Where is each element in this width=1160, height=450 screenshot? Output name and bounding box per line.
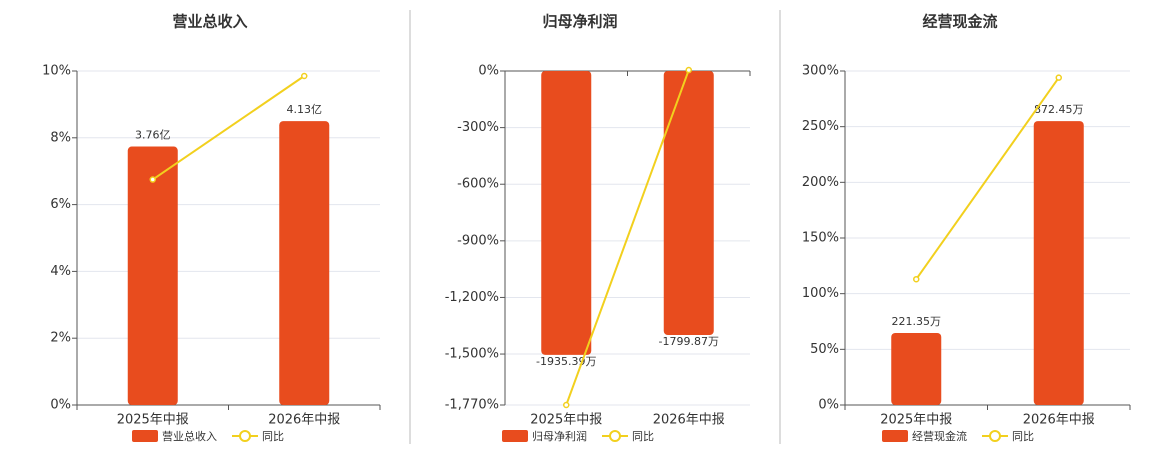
legend-swatch [132, 430, 158, 442]
chart-title: 营业总收入 [172, 13, 247, 31]
line [565, 69, 690, 406]
y-tick-label: 50% [810, 342, 839, 357]
x-tick-label: 2025年中报 [117, 413, 189, 428]
bar [127, 146, 178, 406]
y-tick-label: 6% [50, 197, 71, 212]
y-tick-label: 0% [818, 398, 839, 413]
line-point [1055, 74, 1062, 81]
y-tick-label: -1,770% [445, 398, 499, 413]
y-tick-label: -300% [457, 120, 499, 135]
legend-label: 同比 [1012, 430, 1034, 443]
line-point [913, 275, 920, 283]
y-tick-label: 2% [50, 331, 71, 346]
y-tick-label: 250% [802, 119, 839, 134]
y-tick-label: 8% [50, 130, 71, 145]
bar [541, 71, 592, 355]
bar [279, 121, 330, 405]
x-tick-label: 2026年中报 [268, 413, 340, 428]
y-tick-label: -600% [457, 177, 499, 192]
bar [891, 332, 942, 405]
y-tick-label: -1,200% [445, 290, 499, 305]
x-tick-label: 2025年中报 [530, 413, 602, 428]
chart-title: 归母净利润 [542, 13, 617, 31]
legend-marker [989, 430, 1001, 442]
line-point [563, 401, 570, 409]
y-tick-label: 4% [50, 264, 71, 279]
legend-label: 经营现金流 [912, 429, 967, 443]
legend-swatch [502, 430, 528, 442]
legend-label: 营业总收入 [162, 429, 217, 443]
x-tick-label: 2026年中报 [653, 413, 725, 428]
value-label: 3.76亿 [135, 129, 171, 142]
x-tick-label: 2025年中报 [880, 413, 952, 428]
x-tick-label: 2026年中报 [1023, 413, 1095, 428]
y-tick-label: 100% [802, 286, 839, 301]
y-tick-label: 10% [42, 64, 71, 79]
y-tick-label: 150% [802, 231, 839, 246]
value-label: -1935.39万 [536, 355, 596, 368]
line-point [149, 176, 156, 183]
legend-label: 归母净利润 [532, 429, 587, 443]
legend-label: 同比 [632, 430, 654, 443]
line [915, 77, 1060, 280]
value-label: 221.35万 [892, 315, 942, 328]
chart-title: 经营现金流 [922, 13, 997, 31]
legend-swatch [882, 430, 908, 442]
y-tick-label: 200% [802, 175, 839, 190]
line [152, 75, 305, 181]
bar [1033, 121, 1084, 405]
y-tick-label: 0% [50, 398, 71, 413]
line-point [301, 72, 308, 80]
y-tick-label: 300% [802, 64, 839, 79]
legend-marker [609, 430, 621, 442]
y-tick-label: -1,500% [445, 347, 499, 362]
bar [663, 71, 714, 336]
legend-label: 同比 [262, 430, 284, 443]
legend-marker [239, 430, 251, 442]
value-label: 4.13亿 [287, 103, 323, 116]
y-tick-label: 0% [478, 64, 499, 79]
line-point [685, 66, 692, 74]
y-tick-label: -900% [457, 233, 499, 248]
value-label: -1799.87万 [659, 335, 719, 348]
value-label: 872.45万 [1034, 103, 1084, 116]
